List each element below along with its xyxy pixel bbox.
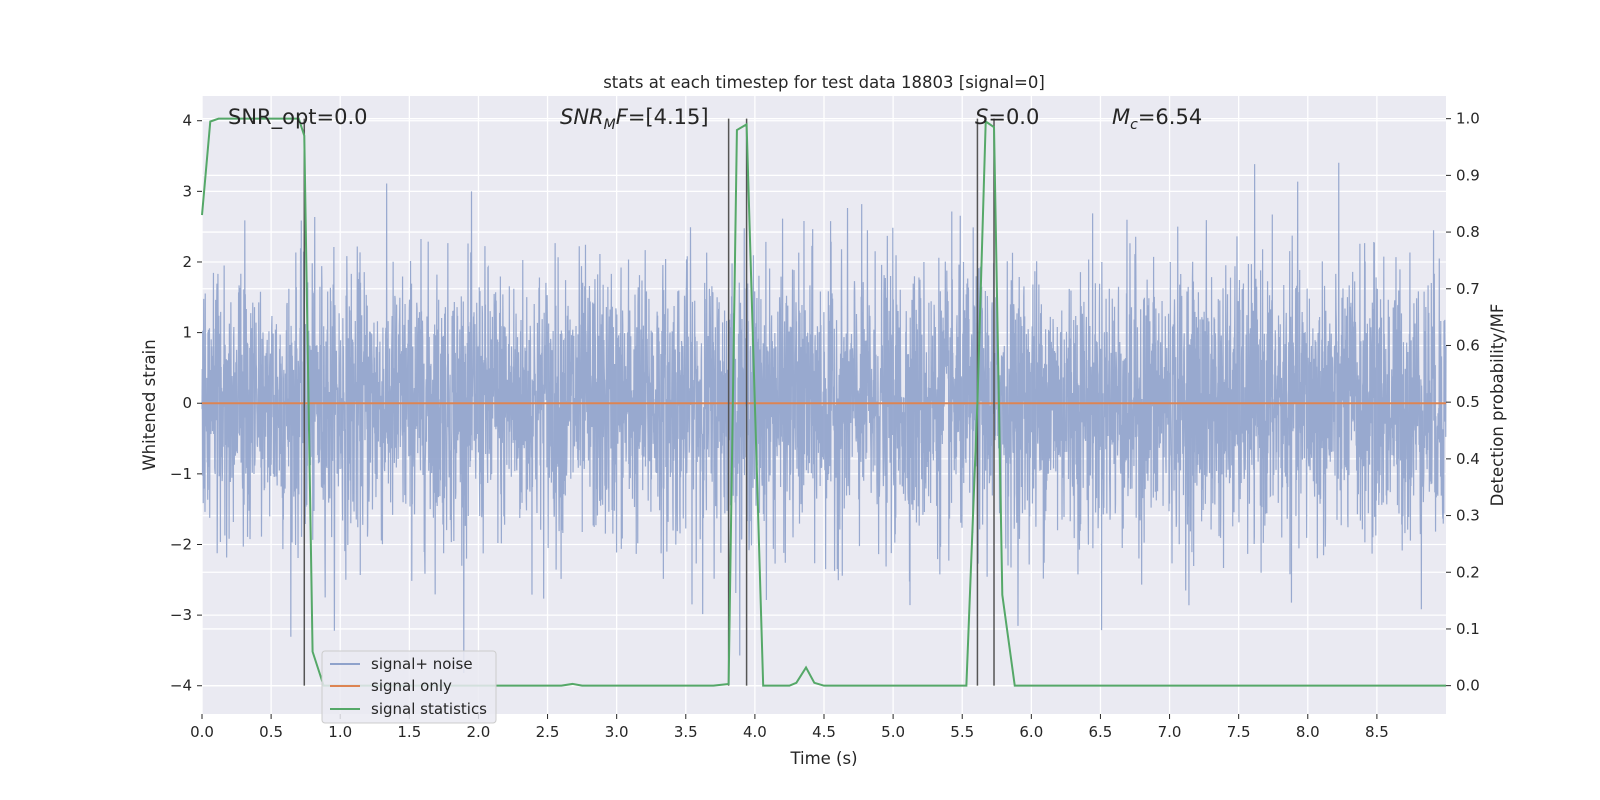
annotations: SNR_opt=0.0 SNRMF=[4.15] S=0.0 Mc=6.54 [228,105,1202,133]
right-y-tick-label-2: 0.8 [1456,223,1480,241]
right-y-tick-label-6: 0.4 [1456,450,1480,468]
annotation-1-part-1: M [604,117,616,133]
series-signal-statistics [201,117,1446,687]
left-y-tick-label-7: −3 [170,606,192,624]
left-y-tick-label-2: 2 [182,253,192,271]
chart-title: stats at each timestep for test data 188… [603,73,1045,92]
annotation-2-part-1: =0.0 [988,105,1039,129]
legend-box [321,650,497,724]
right-y-axis-label: Detection probability/MF [1488,304,1507,507]
annotation-2: S=0.0 [975,105,1039,129]
annotation-3-part-2: =6.54 [1138,105,1202,129]
x-tick-label-3: 1.5 [397,723,421,741]
annotation-3-part-0: M [1112,105,1130,129]
right-y-tick-label-8: 0.2 [1456,563,1480,581]
x-tick-label-17: 8.5 [1365,723,1389,741]
left-y-tick-label-1: 3 [182,182,192,200]
right-y-tick-label-7: 0.3 [1456,507,1480,525]
x-tick-label-5: 2.5 [536,723,560,741]
x-tick-label-1: 0.5 [259,723,283,741]
x-tick-label-8: 4.0 [743,723,767,741]
annotation-2-part-0: S [975,105,988,129]
annotation-3: Mc=6.54 [1112,105,1202,133]
x-tick-label-15: 7.5 [1227,723,1251,741]
x-tick-label-14: 7.0 [1158,723,1182,741]
x-tick-label-4: 2.0 [467,723,491,741]
right-y-tick-label-9: 0.1 [1456,620,1480,638]
legend-label-signal-noise: signal+ noise [371,655,473,673]
x-axis-ticks: 0.0 0.5 1.0 1.5 2.0 2.5 3.0 3.5 4.0 4.5 5.0 5.5 6.0 6… [190,714,1389,741]
annotation-1: SNRMF=[4.15] [560,105,709,133]
x-tick-label-10: 5.0 [881,723,905,741]
left-y-tick-label-6: −2 [170,535,192,553]
right-y-tick-label-3: 0.7 [1456,280,1480,298]
left-y-axis-ticks: 4 3 2 1 0 −1 −2 −3 −4 [170,112,202,695]
x-tick-label-6: 3.0 [605,723,629,741]
x-tick-label-11: 5.5 [950,723,974,741]
x-tick-label-0: 0.0 [190,723,214,741]
legend: signal+ noise signal only signal statist… [321,650,497,724]
left-y-tick-label-0: 4 [182,112,192,130]
left-y-axis-label: Whitened strain [140,339,159,470]
signal-statistics-line [201,117,1446,687]
series-signal-noise [201,162,1447,674]
annotation-3-part-1: c [1130,117,1138,133]
left-y-tick-label-4: 0 [182,394,192,412]
x-axis-label: Time (s) [789,749,857,768]
x-tick-label-13: 6.5 [1089,723,1113,741]
left-y-tick-label-5: −1 [170,465,192,483]
right-y-tick-label-1: 0.9 [1456,166,1480,184]
left-y-tick-label-3: 1 [182,324,192,342]
right-y-tick-label-10: 0.0 [1456,677,1480,695]
x-tick-label-9: 4.5 [812,723,836,741]
annotation-1-part-0: SNR [560,105,604,129]
x-tick-label-2: 1.0 [328,723,352,741]
right-y-tick-label-4: 0.6 [1456,336,1480,354]
annotation-1-part-3: =[4.15] [628,105,709,129]
x-tick-label-7: 3.5 [674,723,698,741]
annotation-1-part-2: F [616,105,629,129]
right-y-tick-label-5: 0.5 [1456,393,1480,411]
right-y-tick-label-0: 1.0 [1456,110,1480,128]
x-tick-label-16: 8.0 [1296,723,1320,741]
right-y-axis-ticks: 1.0 0.9 0.8 0.7 0.6 0.5 0.4 0.3 0.2 0.1 0.0 [1446,110,1480,695]
noise-line [201,162,1447,674]
left-y-tick-label-8: −4 [170,677,192,695]
annotation-0-part-0: SNR_opt=0.0 [228,105,368,130]
x-tick-label-12: 6.0 [1019,723,1043,741]
legend-label-signal-statistics: signal statistics [371,700,487,718]
annotation-0: SNR_opt=0.0 [228,105,368,130]
legend-label-signal-only: signal only [371,677,452,695]
